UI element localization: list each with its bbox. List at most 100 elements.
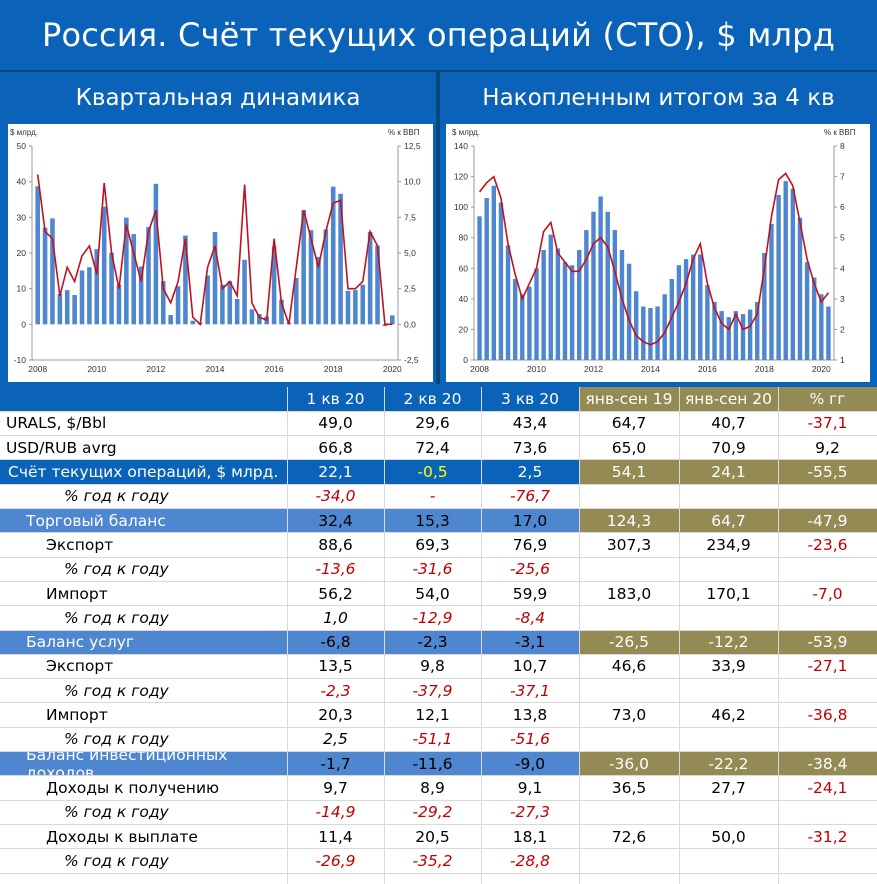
- bar: [249, 309, 255, 325]
- table-row: % год к году 1,0 -12,9 -8,4: [0, 606, 877, 630]
- x-tick-label: 2008: [28, 364, 47, 374]
- table-cell: 64,7: [711, 511, 746, 530]
- left-subtitle: Квартальная динамика: [0, 72, 436, 124]
- column-header: янв-сен 20: [684, 390, 773, 409]
- x-tick-label: 2010: [87, 364, 106, 374]
- bar: [168, 315, 173, 325]
- bar: [227, 281, 233, 325]
- bar: [35, 186, 40, 325]
- row-label: USD/RUB avrg: [6, 438, 117, 457]
- table-row: Счёт текущих операций, $ млрд. 22,1 -0,5 2,…: [0, 459, 877, 485]
- table-cell: [679, 679, 778, 703]
- table-cell: 27,7: [711, 778, 746, 797]
- bar: [87, 267, 92, 325]
- bar: [740, 314, 746, 360]
- x-tick-label: 2008: [470, 364, 489, 374]
- row-label: % год к году: [64, 608, 169, 627]
- y-tick-label: 0: [463, 355, 468, 365]
- table-cell: [679, 800, 778, 824]
- table-cell: -29,2: [412, 803, 453, 822]
- table-cell: -: [429, 487, 436, 506]
- x-tick-label: 2016: [265, 364, 284, 374]
- grid-line: [0, 678, 877, 680]
- bar: [153, 183, 159, 325]
- row-highlight: [0, 459, 579, 485]
- row-label: Баланс услуг: [26, 633, 135, 652]
- table-cell: [778, 606, 877, 630]
- row-highlight-ytd: [579, 459, 877, 485]
- table-cell: 20,5: [415, 827, 450, 846]
- grid-line: [0, 629, 877, 631]
- y-tick-label: -10: [14, 355, 27, 365]
- bar: [584, 230, 589, 360]
- y2-tick-label: 2: [840, 324, 845, 334]
- table-cell: -76,7: [509, 487, 551, 506]
- bar: [612, 230, 618, 360]
- grid-line: [0, 459, 877, 461]
- column-header: 1 кв 20: [306, 390, 365, 409]
- bar: [598, 196, 603, 360]
- y2-tick-label: 6: [840, 202, 845, 212]
- table-cell: [679, 727, 778, 751]
- y-tick-label: 20: [17, 248, 27, 258]
- y-tick-label: 40: [17, 177, 27, 187]
- table-cell: [679, 484, 778, 508]
- table-cell: 9,2: [815, 438, 840, 457]
- table-cell: 11,4: [318, 827, 353, 846]
- table-cell: 43,4: [512, 414, 548, 433]
- grid-line: [0, 410, 877, 412]
- table-cell: -36,0: [608, 754, 650, 773]
- page-title: Россия. Счёт текущих операций (СТО), $ м…: [0, 0, 877, 70]
- table-cell: [679, 849, 778, 873]
- y2-tick-label: 5: [840, 233, 845, 243]
- data-table: 1 кв 20 2 кв 20 3 кв 20 янв-сен 19 янв-сен 2…: [0, 387, 877, 884]
- grid-line: [0, 751, 877, 752]
- line-series: [36, 174, 393, 326]
- row-label: % год к году: [64, 803, 169, 822]
- cumulative-chart: $ млрд.% к ВВП14012010080604020087654321…: [452, 128, 856, 374]
- table-cell: 234,9: [706, 535, 751, 554]
- bar: [733, 311, 739, 360]
- bar: [819, 294, 824, 360]
- bar: [109, 252, 114, 325]
- table-cell: [679, 606, 778, 630]
- bar: [72, 295, 77, 325]
- table-cell: -2,3: [320, 681, 351, 700]
- bar: [719, 311, 724, 360]
- x-tick-label: 2018: [755, 364, 774, 374]
- table-cell: -1,7: [320, 754, 351, 773]
- bar: [205, 275, 210, 325]
- table-cell: [778, 800, 877, 824]
- right-unit-label: % к ВВП: [388, 128, 420, 137]
- cumulative-chart-panel: $ млрд.% к ВВП 140 120 100 80 60 40 20 0 8 7 6 5 4 3 2 1…: [446, 124, 870, 382]
- left-unit-label: $ млрд.: [10, 128, 38, 137]
- row-label: Баланс инвестиционных доходов: [26, 745, 228, 782]
- bar: [648, 308, 653, 360]
- table-header-row: 1 кв 20 2 кв 20 3 кв 20 янв-сен 19 янв-сен 2…: [0, 387, 877, 412]
- bar: [641, 306, 646, 360]
- table-cell: 69,3: [415, 535, 450, 554]
- bar: [124, 217, 129, 325]
- table-cell: [579, 557, 679, 581]
- table-cell: -13,6: [315, 560, 356, 579]
- row-highlight: [0, 508, 579, 533]
- table-cell: 13,5: [318, 657, 353, 676]
- bar: [212, 231, 218, 325]
- row-highlight-ytd: [579, 508, 877, 533]
- table-cell: 183,0: [606, 584, 652, 603]
- table-cell: -31,2: [807, 827, 848, 846]
- y2-tick-label: 10,0: [404, 177, 421, 187]
- y-tick-label: 50: [17, 141, 27, 151]
- table-cell: -12,2: [708, 633, 749, 652]
- table-cell: -35,2: [412, 851, 453, 870]
- bar: [316, 256, 321, 325]
- bar: [562, 262, 568, 360]
- table-cell: [679, 557, 778, 581]
- table-cell: [579, 727, 679, 751]
- bar: [783, 181, 788, 360]
- table-cell: 2,5: [517, 463, 543, 482]
- x-tick-label: 2018: [324, 364, 343, 374]
- table-cell: 72,6: [611, 827, 647, 846]
- table-cell: [778, 557, 877, 581]
- table-cell: -38,4: [807, 754, 848, 773]
